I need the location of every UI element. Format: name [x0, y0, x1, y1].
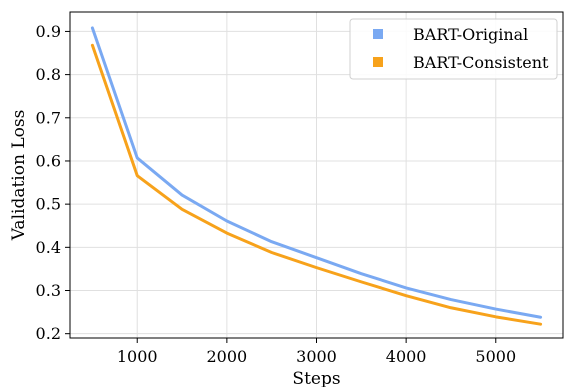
- legend-label-bart-consistent: BART-Consistent: [413, 53, 549, 72]
- y-tick-label: 0.5: [36, 195, 61, 214]
- legend: BART-Original BART-Consistent: [350, 19, 557, 79]
- y-tick-label: 0.7: [36, 108, 61, 127]
- x-axis-title: Steps: [292, 369, 340, 387]
- x-tick-label: 2000: [207, 347, 248, 366]
- y-axis-title: Validation Loss: [9, 110, 29, 242]
- x-tick-label: 3000: [296, 347, 337, 366]
- legend-label-bart-original: BART-Original: [413, 25, 528, 44]
- legend-marker-bart-consistent: [373, 57, 383, 67]
- y-tick-label: 0.8: [36, 65, 61, 84]
- legend-marker-bart-original: [373, 29, 383, 39]
- y-tick-label: 0.9: [36, 22, 61, 41]
- y-tick-label: 0.4: [36, 238, 61, 257]
- y-tick-label: 0.3: [36, 281, 61, 300]
- y-tick-label: 0.6: [36, 151, 61, 170]
- x-tick-label: 5000: [475, 347, 516, 366]
- x-tick-label: 1000: [117, 347, 158, 366]
- x-tick-label: 4000: [386, 347, 427, 366]
- y-tick-label: 0.2: [36, 324, 61, 343]
